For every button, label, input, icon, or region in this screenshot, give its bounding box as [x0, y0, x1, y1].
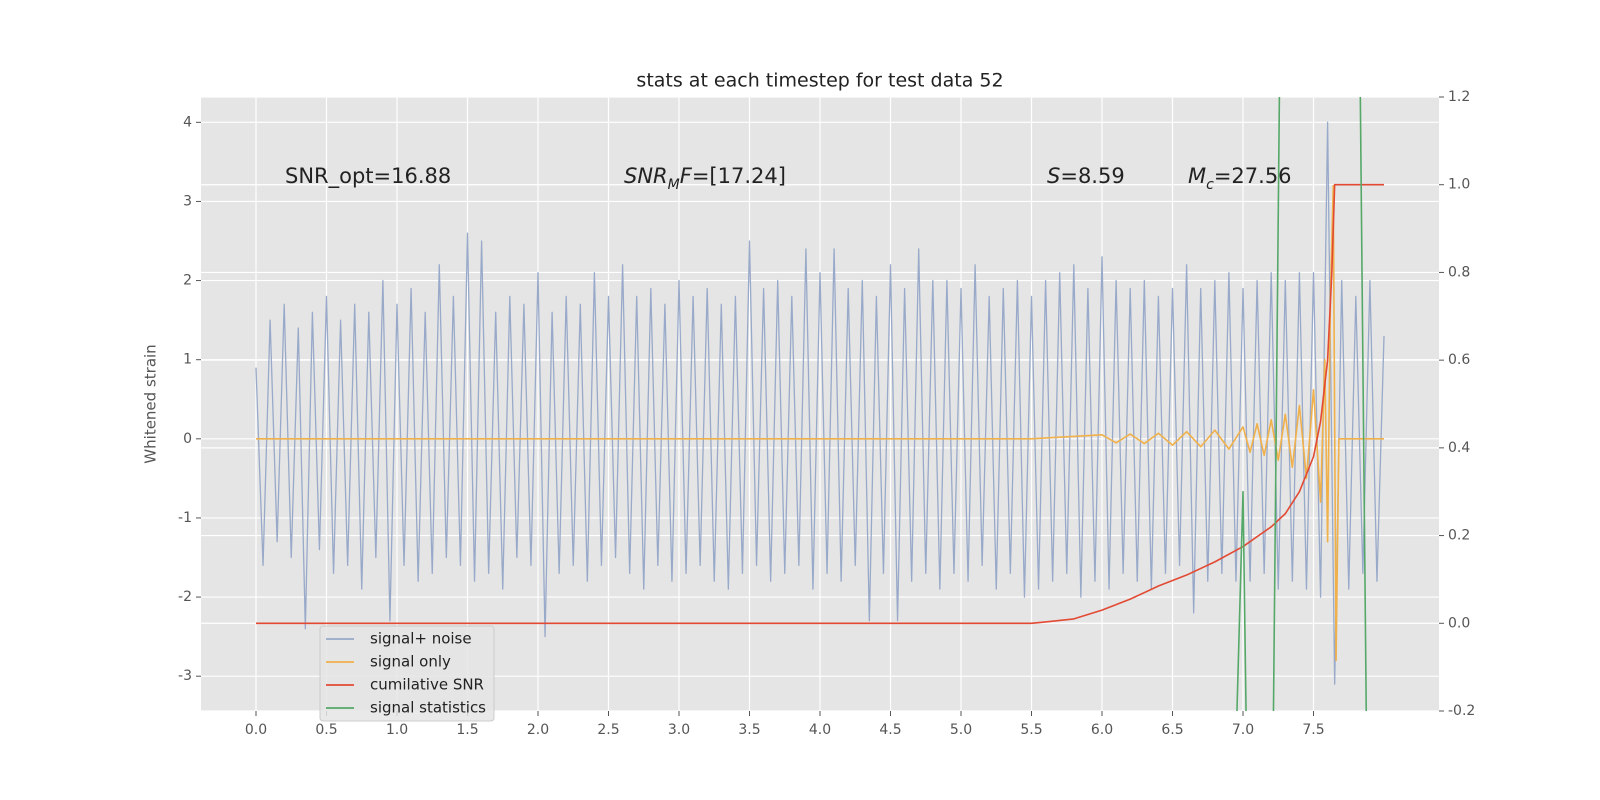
legend-label: signal only	[370, 653, 451, 671]
axes: 0.0 0.5 1.0 1.5 2.0 2.5 3.0 3.5 4.0 4.5 5.0 5.5 6.0 6…	[178, 89, 1475, 738]
chart-title: stats at each timestep for test data 52	[636, 70, 1003, 92]
y2-tick-label: 1.0	[1448, 177, 1470, 193]
legend-label: signal statistics	[370, 699, 486, 717]
y-tick-label: -2	[178, 589, 192, 605]
x-tick-label: 3.0	[668, 722, 690, 738]
x-tick-label: 1.0	[386, 722, 408, 738]
x-tick-label: 4.0	[809, 722, 831, 738]
annotation-part: c	[1206, 177, 1214, 193]
annotation: SNRMF=[17.24]	[624, 164, 786, 193]
x-tick-label: 1.5	[456, 722, 478, 738]
y-tick-label: 0	[183, 431, 192, 447]
x-tick-label: 0.0	[245, 722, 267, 738]
y2-tick-label: -0.2	[1448, 703, 1475, 719]
series-line	[255, 121, 1385, 685]
annotation-part: =[17.24]	[692, 164, 786, 188]
legend-label: cumilative SNR	[370, 676, 484, 694]
x-tick-label: 6.5	[1161, 722, 1183, 738]
x-tick-label: 6.0	[1091, 722, 1113, 738]
annotation: Mc=27.56	[1188, 164, 1292, 193]
annotation-part: =8.59	[1060, 164, 1124, 188]
x-tick-label: 5.5	[1020, 722, 1042, 738]
annotation: SNR_opt=16.88	[285, 164, 451, 189]
legend-box	[319, 625, 495, 722]
x-tick-label: 0.5	[315, 722, 337, 738]
annotation-part: S	[1047, 164, 1060, 188]
y2-tick-label: 0.6	[1448, 352, 1470, 368]
annotation-part: F	[680, 164, 693, 188]
annotation-part: M	[1188, 164, 1206, 188]
annotation-part: SNR	[624, 164, 668, 188]
y2-tick-label: 0.0	[1448, 615, 1470, 631]
plot	[255, 97, 1385, 711]
y-tick-label: -1	[178, 510, 192, 526]
x-tick-label: 5.0	[950, 722, 972, 738]
x-tick-label: 4.5	[879, 722, 901, 738]
x-tick-label: 7.0	[1232, 722, 1254, 738]
y-tick-label: 3	[183, 193, 192, 209]
annotation-part: SNR_opt=16.88	[285, 164, 451, 189]
series-line	[255, 184, 1385, 662]
annotation-part: =27.56	[1214, 164, 1292, 188]
series-line	[255, 183, 1385, 625]
y-tick-label: 1	[183, 352, 192, 368]
legend-label: signal+ noise	[370, 630, 472, 648]
annotation: S=8.59	[1047, 164, 1125, 188]
series-line	[1236, 97, 1368, 711]
x-tick-label: 7.5	[1302, 722, 1324, 738]
y-tick-label: 2	[183, 273, 192, 289]
x-tick-label: 2.5	[597, 722, 619, 738]
legend: signal+ noise signal only cumilative SNR si…	[319, 625, 495, 722]
y-tick-label: -3	[178, 668, 192, 684]
y2-tick-label: 0.8	[1448, 264, 1470, 280]
y-tick-label: 4	[183, 114, 192, 130]
y2-tick-label: 1.2	[1448, 89, 1470, 105]
y2-tick-label: 0.4	[1448, 440, 1470, 456]
x-tick-label: 2.0	[527, 722, 549, 738]
y2-tick-label: 0.2	[1448, 528, 1470, 544]
x-tick-label: 3.5	[738, 722, 760, 738]
annotation-part: M	[668, 177, 680, 193]
y-axis-label: Whitened strain	[142, 344, 160, 463]
